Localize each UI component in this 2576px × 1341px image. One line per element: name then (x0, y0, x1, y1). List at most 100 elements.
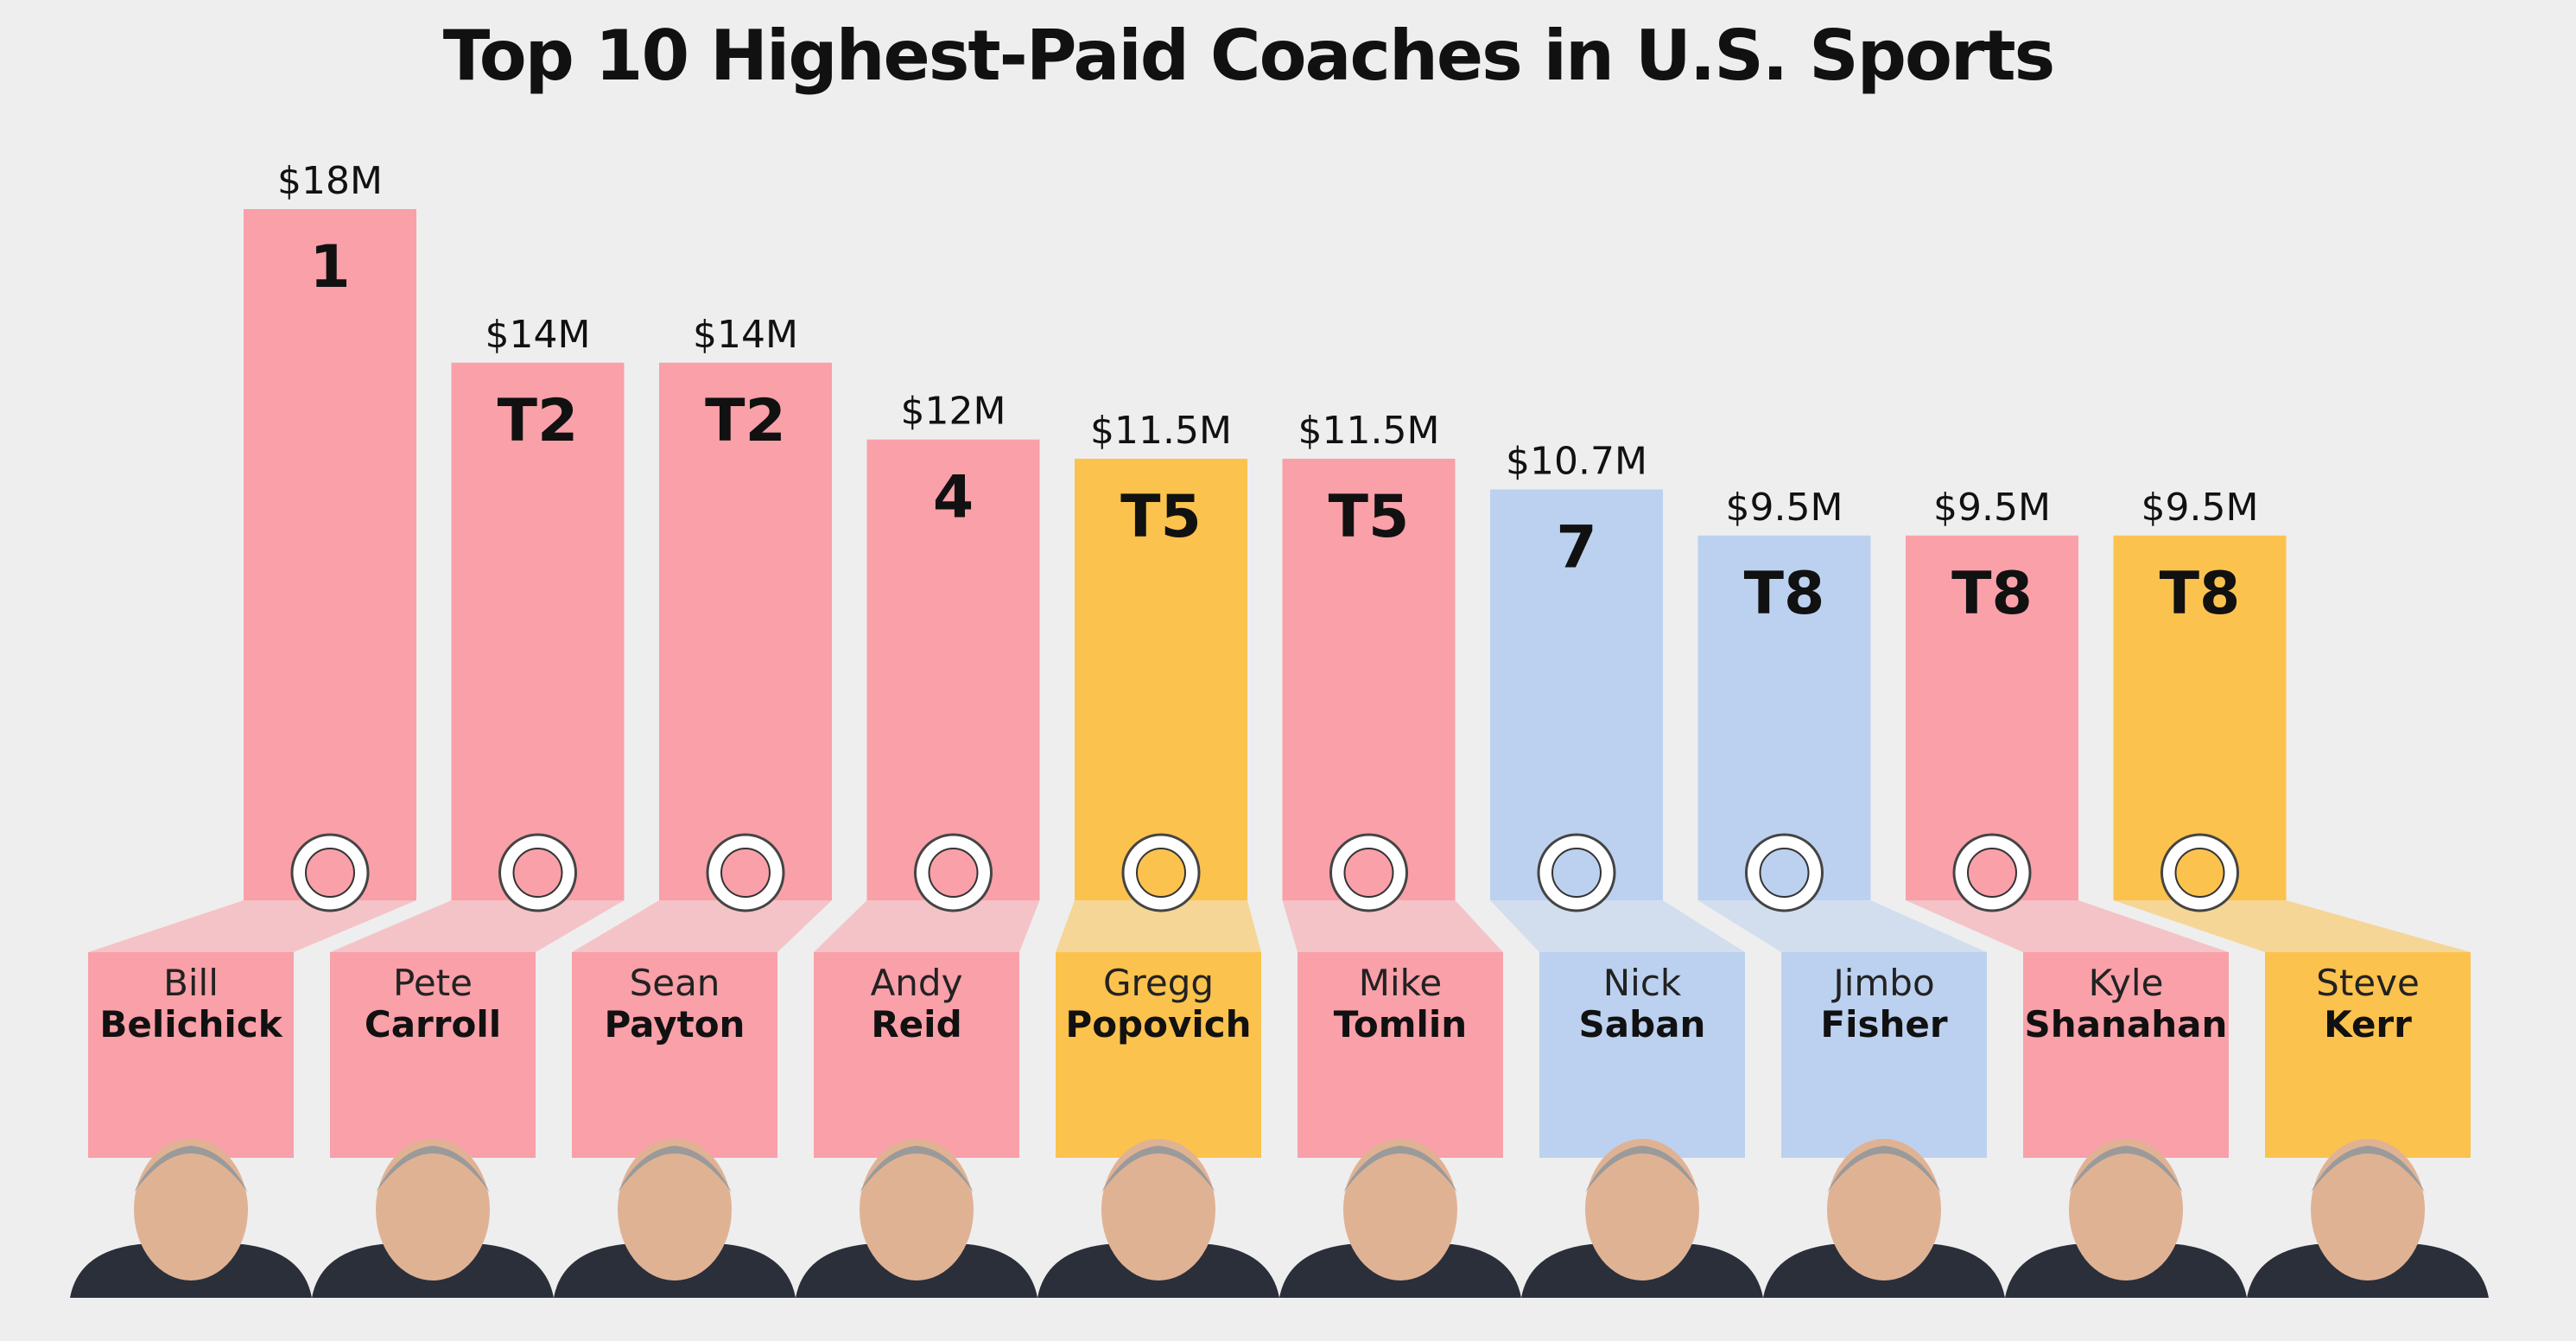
seahawks-logo-inner (512, 848, 563, 898)
texas-am-logo-inner (1759, 848, 1810, 898)
rank-label: T8 (1744, 560, 1825, 628)
coach-first-name: Pete (393, 962, 473, 1004)
name-card (1298, 952, 1503, 1158)
rank-label: T5 (1120, 483, 1202, 551)
bar (1490, 489, 1663, 900)
coach-photo-face (618, 1139, 732, 1281)
name-card (814, 952, 1019, 1158)
coach-photo-face (860, 1139, 974, 1281)
rank-label: T8 (1951, 560, 2033, 628)
name-card (2265, 952, 2471, 1158)
coach-photo-hair (1585, 1146, 1699, 1192)
value-label: $11.5M (1298, 409, 1440, 453)
name-card (2023, 952, 2229, 1158)
coach-first-name: Steve (2316, 962, 2420, 1004)
coach-photo-hair (1101, 1146, 1215, 1192)
name-card (1781, 952, 1987, 1158)
coach-last-name: Tomlin (1334, 1003, 1467, 1045)
value-label: $9.5M (1933, 486, 2051, 530)
coach-last-name: Payton (605, 1003, 746, 1045)
coach-photo-face (1827, 1139, 1941, 1281)
coach-first-name: Sean (630, 962, 720, 1004)
coach-first-name: Bill (163, 962, 219, 1004)
bar-connector (330, 900, 625, 952)
bar-connector (1056, 900, 1261, 952)
bar-connector (2113, 900, 2471, 952)
steelers-logo-inner (1343, 848, 1394, 898)
coach-last-name: Carroll (365, 1003, 501, 1045)
bar-connector (1490, 900, 1745, 952)
spurs-logo-inner (1136, 848, 1186, 898)
coach-photo-face (134, 1139, 248, 1281)
name-card (1056, 952, 1261, 1158)
coach-last-name: Shanahan (2025, 1003, 2228, 1045)
bar (244, 209, 416, 900)
bar-connector (572, 900, 832, 952)
name-card (1539, 952, 1745, 1158)
saints-logo-inner (720, 848, 771, 898)
bar-connector (88, 900, 416, 952)
coach-first-name: Mike (1359, 962, 1443, 1004)
coach-photo-hair (860, 1146, 974, 1192)
coach-last-name: Kerr (2324, 1003, 2412, 1045)
warriors-logo-inner (2174, 848, 2225, 898)
coach-photo-face (1585, 1139, 1699, 1281)
rank-label: T2 (498, 387, 579, 455)
chiefs-logo-inner (928, 848, 979, 898)
name-card (572, 952, 777, 1158)
value-label: $9.5M (1726, 486, 1843, 530)
49ers-logo-inner (1967, 848, 2017, 898)
coach-photo-face (2069, 1139, 2183, 1281)
value-label: $14M (693, 313, 798, 357)
bar-connector (1906, 900, 2229, 952)
coach-first-name: Nick (1603, 962, 1682, 1004)
rank-label: 7 (1556, 513, 1596, 582)
coach-photo-hair (376, 1146, 490, 1192)
rank-label: T2 (705, 387, 786, 455)
coach-first-name: Jimbo (1830, 962, 1934, 1004)
value-label: $10.7M (1506, 439, 1647, 483)
chart-title: Top 10 Highest-Paid Coaches in U.S. Spor… (443, 16, 2053, 96)
coach-photo-hair (2069, 1146, 2183, 1192)
rank-label: T5 (1329, 483, 1410, 551)
alabama-logo-inner (1551, 848, 1602, 898)
rank-label: 4 (933, 464, 974, 532)
bar (1075, 458, 1247, 900)
patriots-logo-inner (305, 848, 355, 898)
coach-photo-face (1101, 1139, 1215, 1281)
value-label: $14M (485, 313, 591, 357)
bar (866, 439, 1040, 901)
coach-photo-face (2311, 1139, 2425, 1281)
coach-photo-hair (134, 1146, 248, 1192)
value-label: $9.5M (2141, 486, 2259, 530)
coach-last-name: Belichick (99, 1003, 282, 1045)
bar-connector (814, 900, 1040, 952)
coach-last-name: Fisher (1820, 1003, 1947, 1045)
coach-last-name: Popovich (1065, 1003, 1251, 1045)
bar-connector (1282, 900, 1503, 952)
name-card (88, 952, 294, 1158)
coach-photo-hair (1827, 1146, 1941, 1192)
coach-last-name: Reid (871, 1003, 961, 1045)
coach-first-name: Andy (871, 962, 963, 1004)
coach-photo-face (1343, 1139, 1457, 1281)
coach-last-name: Saban (1579, 1003, 1706, 1045)
rank-label: T8 (2160, 560, 2241, 628)
coach-photo-hair (1343, 1146, 1457, 1192)
coach-first-name: Gregg (1103, 962, 1214, 1004)
bar (659, 362, 832, 900)
coach-photo-face (376, 1139, 490, 1281)
bar (1282, 458, 1456, 900)
value-label: $18M (277, 159, 383, 203)
value-label: $11.5M (1090, 409, 1232, 453)
coach-first-name: Kyle (2089, 962, 2164, 1004)
rank-label: 1 (309, 233, 350, 302)
value-label: $12M (901, 390, 1006, 434)
name-card (330, 952, 536, 1158)
bar-connector (1697, 900, 1987, 952)
coach-photo-hair (618, 1146, 732, 1192)
bar (451, 362, 625, 900)
coach-photo-hair (2311, 1146, 2425, 1192)
